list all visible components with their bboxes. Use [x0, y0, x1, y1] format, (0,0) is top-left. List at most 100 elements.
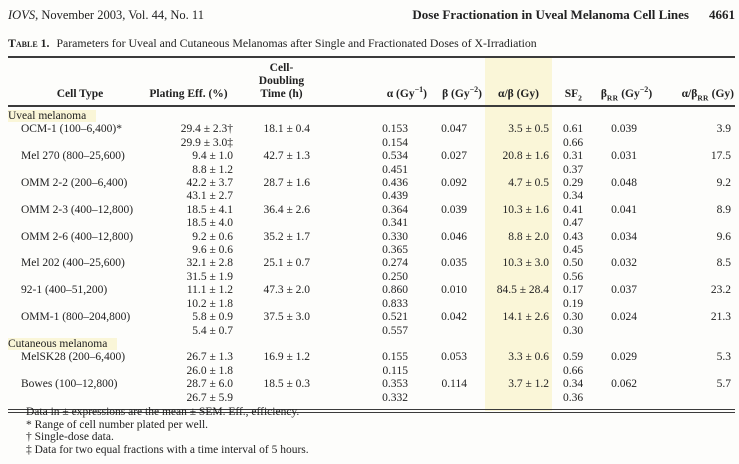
- value-line: 0.092: [441, 177, 467, 190]
- value-line: 32.1 ± 2.8: [186, 257, 233, 270]
- value-line: 0.534: [382, 150, 408, 163]
- value-line: 9.2: [716, 177, 731, 190]
- table-row: 92-1 (400–51,200) 11.1 ± 1.2 10.2 ± 1.8 47.…: [8, 284, 735, 312]
- cell-alpha-beta: 84.5 ± 28.4: [485, 284, 552, 312]
- section-header-row: Cutaneous melanoma: [8, 337, 735, 352]
- value-line: 10.2 ± 1.8: [186, 297, 233, 310]
- col-header-beta: β (Gy−2): [430, 57, 485, 107]
- value-line: 0.154: [382, 136, 408, 149]
- superscript: −2: [469, 85, 479, 95]
- cell-beta-rr: 0.034: [595, 231, 658, 258]
- col-label: Time (h): [260, 88, 303, 100]
- cell-alpha-beta-rr: 21.3: [658, 311, 735, 338]
- col-header-cell-type: Cell Type: [8, 57, 140, 107]
- cell-alpha: 0.534 0.451: [314, 150, 430, 177]
- value-line: 0.114: [441, 378, 467, 391]
- value-line: 0.521: [382, 311, 408, 324]
- cell-beta-rr: 0.029: [595, 351, 658, 378]
- empty-cell: [140, 106, 237, 123]
- value-line: Bowes (100–12,800): [21, 378, 118, 391]
- cell-sf2: 0.61 0.66: [552, 123, 595, 150]
- value-line: 43.1 ± 2.7: [186, 190, 233, 203]
- table-row: Mel 202 (400–25,600) 32.1 ± 2.8 31.5 ± 1.9…: [8, 257, 735, 285]
- value-line: 3.5 ± 0.5: [508, 123, 549, 136]
- value-line: 0.17: [563, 284, 584, 297]
- empty-cell: [658, 338, 735, 351]
- cell-beta-rr: 0.062: [595, 378, 658, 411]
- col-label: (Gy: [618, 88, 640, 100]
- value-line: 0.61: [563, 123, 584, 136]
- cell-sf2: 0.41 0.47: [552, 204, 595, 231]
- cell-plating: 11.1 ± 1.2 10.2 ± 1.8: [140, 284, 237, 311]
- cell-plating: 9.4 ± 1.0 8.8 ± 1.2: [140, 150, 237, 177]
- value-line: 28.7 ± 1.6: [263, 177, 310, 190]
- value-line: 8.8 ± 1.2: [192, 163, 233, 176]
- value-line: 9.6: [716, 230, 731, 243]
- value-line: 0.34: [563, 378, 584, 391]
- value-line: MelSK28 (200–6,400): [21, 351, 126, 364]
- footnote-line: † Single-dose data.: [26, 431, 114, 443]
- value-line: 92-1 (400–51,200): [21, 284, 108, 297]
- value-line: 0.37: [563, 163, 584, 176]
- value-line: 0.029: [611, 351, 637, 364]
- empty-cell: [595, 338, 658, 351]
- table-row: OMM-1 (800–204,800) 5.8 ± 0.9 5.4 ± 0.7 37.…: [8, 311, 735, 338]
- value-line: Mel 270 (800–25,600): [21, 150, 125, 163]
- cell-sf2: 0.50 0.56: [552, 257, 595, 284]
- value-line: 0.364: [382, 203, 408, 216]
- value-line: OMM 2-2 (200–6,400): [21, 177, 128, 190]
- value-line: 0.034: [611, 230, 637, 243]
- cell-name: OMM 2-3 (400–12,800): [8, 204, 140, 231]
- cell-alpha-beta-rr: 3.9: [658, 123, 735, 150]
- cell-doubling: 37.5 ± 3.0: [237, 311, 314, 338]
- cell-plating: 32.1 ± 2.8 31.5 ± 1.9: [140, 257, 237, 284]
- col-label: Cell-Doubling: [258, 62, 305, 87]
- cell-name: OMM 2-2 (200–6,400): [8, 177, 140, 204]
- value-line: 0.037: [611, 284, 637, 297]
- cell-sf2: 0.59 0.66: [552, 351, 595, 378]
- empty-cell: [552, 338, 595, 351]
- cell-alpha-beta-rr: 8.9: [658, 204, 735, 231]
- cell-alpha: 0.521 0.557: [314, 311, 430, 338]
- value-line: 16.9 ± 1.2: [263, 351, 310, 364]
- cell-beta-rr: 0.024: [595, 311, 658, 338]
- value-line: OCM-1 (100–6,400)*: [21, 123, 122, 136]
- value-line: 36.4 ± 2.6: [263, 203, 310, 216]
- cell-alpha: 0.860 0.833: [314, 284, 430, 311]
- cell-beta-rr: 0.048: [595, 177, 658, 204]
- value-line: 0.56: [563, 270, 584, 283]
- col-header-alpha-beta: α/β (Gy): [485, 57, 552, 107]
- cell-beta: 0.039: [430, 204, 485, 231]
- footnotes: Data in ± expressions are the mean ± SEM…: [26, 406, 731, 456]
- cell-plating: 42.2 ± 3.7 43.1 ± 2.7: [140, 177, 237, 204]
- cell-doubling: 16.9 ± 1.2: [237, 351, 314, 378]
- value-line: 0.035: [441, 257, 467, 270]
- value-line: 0.43: [563, 230, 584, 243]
- cell-alpha-beta: 10.3 ± 1.6: [485, 203, 552, 231]
- value-line: 47.3 ± 2.0: [263, 284, 310, 297]
- cell-alpha: 0.353 0.332: [314, 378, 430, 411]
- cell-beta: 0.114: [430, 378, 485, 411]
- cell-alpha-beta-rr: 17.5: [658, 150, 735, 177]
- table-row: Mel 270 (800–25,600) 9.4 ± 1.0 8.8 ± 1.2 42…: [8, 150, 735, 178]
- col-header-plating-eff: Plating Eff. (%): [140, 57, 237, 107]
- cell-alpha-beta: 3.5 ± 0.5: [485, 123, 552, 151]
- value-line: 5.7: [716, 378, 731, 391]
- value-line: OMM-1 (800–204,800): [21, 311, 131, 324]
- cell-beta: 0.092: [430, 177, 485, 204]
- cell-plating: 29.4 ± 2.3† 29.9 ± 3.0‡: [140, 123, 237, 150]
- value-line: 0.41: [563, 203, 584, 216]
- empty-cell: [430, 338, 485, 351]
- cell-alpha-beta-rr: 9.6: [658, 231, 735, 258]
- value-line: 5.3: [716, 351, 731, 364]
- cell-doubling: 18.5 ± 0.3: [237, 378, 314, 411]
- value-line: 0.027: [441, 150, 467, 163]
- value-line: 0.66: [563, 136, 584, 149]
- value-line: 0.032: [611, 257, 637, 270]
- cell-beta-rr: 0.041: [595, 204, 658, 231]
- cell-beta-rr: 0.037: [595, 284, 658, 311]
- cell-plating: 28.7 ± 6.0 26.7 ± 5.9: [140, 378, 237, 411]
- cell-doubling: 36.4 ± 2.6: [237, 204, 314, 231]
- value-line: 0.047: [441, 123, 467, 136]
- value-line: OMM 2-6 (400–12,800): [21, 230, 134, 243]
